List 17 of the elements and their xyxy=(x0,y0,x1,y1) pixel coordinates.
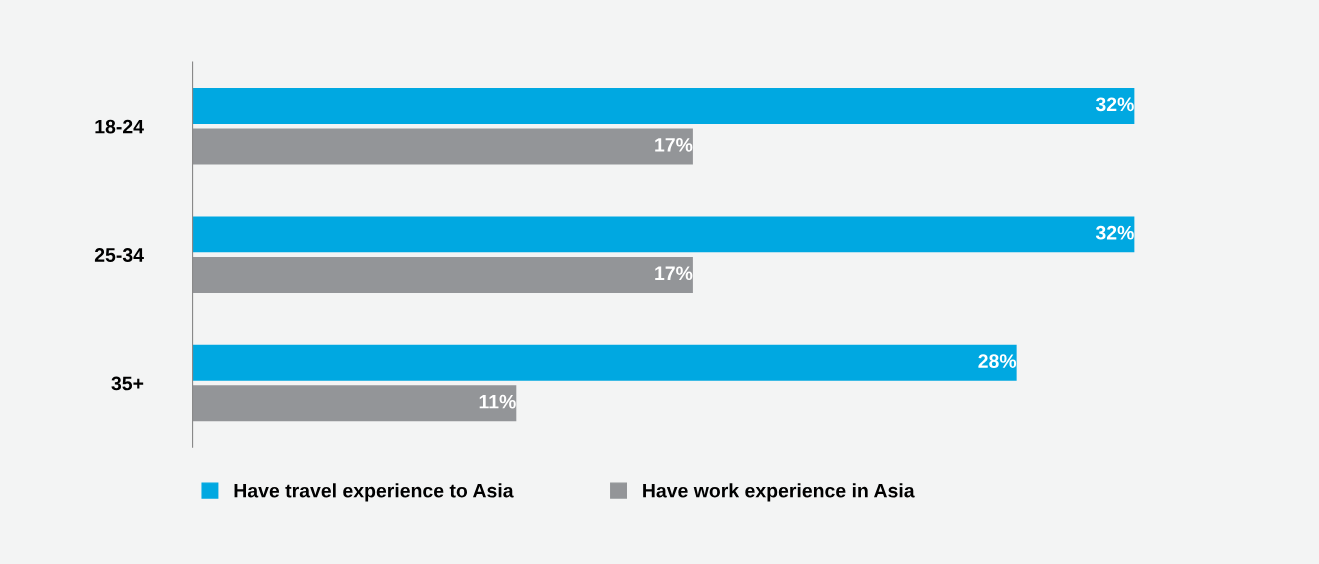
legend-label: Have travel experience to Asia xyxy=(234,483,514,502)
y-tick-label: 25-34 xyxy=(94,248,144,262)
bar xyxy=(192,87,1135,124)
data-label: 17% xyxy=(655,138,693,152)
data-label: 11% xyxy=(479,394,516,409)
data-label: 32% xyxy=(1095,97,1134,112)
bar xyxy=(192,256,693,293)
bar xyxy=(192,128,693,165)
y-tick-label: 18-24 xyxy=(95,119,144,134)
data-label: 28% xyxy=(978,354,1017,368)
data-label: 32% xyxy=(1095,225,1134,240)
bar xyxy=(192,344,1017,381)
data-label: 17% xyxy=(655,266,693,281)
bar xyxy=(192,385,517,422)
bar xyxy=(192,216,1135,253)
y-tick-label: 35+ xyxy=(111,376,144,391)
legend-label: Have work experience in Asia xyxy=(643,483,915,502)
